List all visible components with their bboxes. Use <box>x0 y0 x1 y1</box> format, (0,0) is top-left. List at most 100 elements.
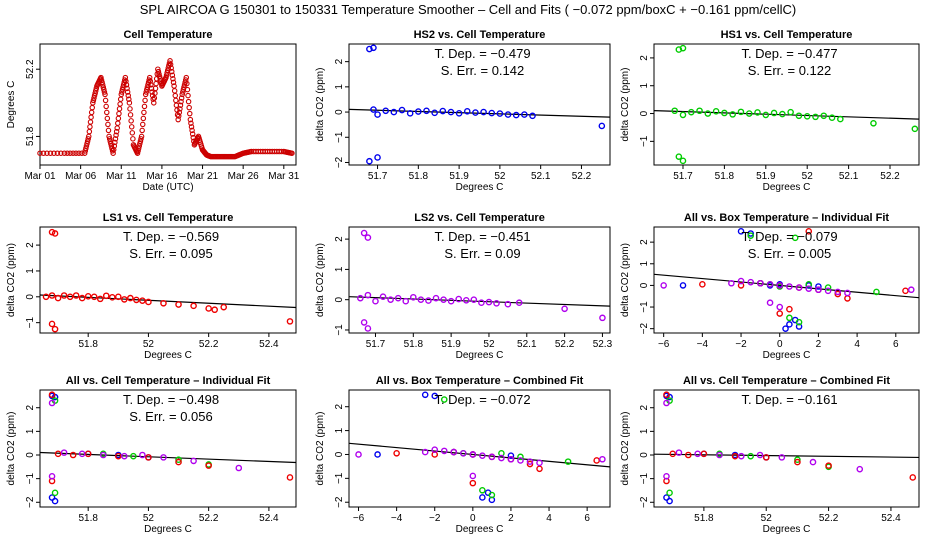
x-tick-label: 51.9 <box>756 171 776 182</box>
data-point-hs1 <box>675 153 683 160</box>
data-point-hs2 <box>455 110 463 117</box>
data-point-ls2 <box>504 300 512 308</box>
data-point-ls1 <box>127 294 134 302</box>
data-point-hs1 <box>687 108 695 116</box>
x-tick-label: 51.8 <box>409 171 429 182</box>
data-point-ls1 <box>762 454 770 461</box>
panel-2: HS2 vs. Cell Temperature 51.7 51.8 51.9 52 52… <box>315 29 611 193</box>
data-point <box>189 127 195 134</box>
data-point-ls1 <box>731 452 739 460</box>
data-point-ls2 <box>844 289 851 297</box>
data-point-hs1 <box>696 107 703 115</box>
y-tick-label: 2 <box>639 405 650 411</box>
data-point-ls2 <box>766 299 774 307</box>
data-point <box>141 109 147 116</box>
data-point-ls2 <box>663 472 670 480</box>
y-axis-label: delta CO2 (ppm) <box>6 243 17 317</box>
data-point-ls1 <box>205 305 212 312</box>
y-tick-label: 2 <box>25 405 36 411</box>
data-point-ls2 <box>766 281 774 288</box>
fit-annotation: T. Dep. = −0.072 <box>434 392 530 407</box>
data-point-ls1 <box>108 294 116 301</box>
data-point-ls2 <box>479 452 486 459</box>
data-point-ls2 <box>498 454 505 462</box>
data-point-ls2 <box>809 458 817 466</box>
data-point <box>178 98 184 105</box>
data-point <box>106 133 112 140</box>
data-point <box>143 89 149 95</box>
data-point-hs1 <box>795 112 803 120</box>
data-point <box>177 102 184 108</box>
data-point-ls1 <box>90 293 98 301</box>
data-point-ls1 <box>96 295 104 303</box>
y-tick-label: −1 <box>639 135 650 147</box>
x-tick-label: −2 <box>735 339 747 350</box>
data-point <box>173 97 179 104</box>
x-tick-label: 0 <box>777 339 783 350</box>
data-point-ls1 <box>78 294 86 302</box>
data-point-ls2 <box>379 293 387 300</box>
data-point-hs2 <box>374 451 381 458</box>
data-point-ls2 <box>663 399 670 407</box>
x-tick-label: Mar 31 <box>268 171 300 182</box>
x-tick-label: 52.2 <box>199 339 219 350</box>
data-point <box>135 145 142 152</box>
data-point-hs1 <box>666 489 673 497</box>
data-point <box>61 150 68 156</box>
data-point <box>118 91 125 98</box>
panel-8: All vs. Box Temperature – Combined Fit −6… <box>315 375 611 535</box>
data-point-hs1 <box>704 110 712 117</box>
data-point-ls2 <box>364 291 372 299</box>
data-point-hs2 <box>447 108 455 116</box>
data-point <box>86 128 93 135</box>
data-point-ls2 <box>907 286 915 294</box>
data-point-ls2 <box>469 451 477 458</box>
data-point-ls2 <box>139 451 146 459</box>
y-tick-label: 1 <box>639 428 650 434</box>
y-tick-label: −1 <box>25 317 36 329</box>
data-point-ls1 <box>909 474 917 481</box>
data-point <box>142 91 149 98</box>
data-point <box>87 124 93 130</box>
y-tick-label: −2 <box>334 156 345 168</box>
y-tick-label: −1 <box>25 472 36 484</box>
data-point <box>123 78 129 84</box>
data-point-ls2 <box>776 303 784 311</box>
data-point <box>183 74 190 81</box>
data-point-ls1 <box>834 290 842 298</box>
data-point-ls2 <box>716 451 723 459</box>
data-point <box>146 74 153 81</box>
data-point <box>119 89 125 95</box>
x-axis-label: Degrees C <box>763 182 811 193</box>
panel-9: All vs. Cell Temperature – Combined Fit 5… <box>620 375 920 535</box>
data-point-ls2 <box>421 448 429 456</box>
data-point-hs1 <box>737 108 745 116</box>
x-tick-label: 51.7 <box>673 171 693 182</box>
data-point-hs2 <box>398 106 406 114</box>
panel-6: All vs. Box Temperature – Individual Fit… <box>620 212 920 361</box>
data-point-ls1 <box>115 293 122 301</box>
data-point-hs2 <box>374 111 381 118</box>
data-point <box>148 82 154 88</box>
fit-annotation: S. Err. = 0.056 <box>129 409 212 424</box>
data-point <box>147 78 154 84</box>
data-point <box>187 110 193 117</box>
data-point-ls1 <box>145 454 152 461</box>
data-point-ls1 <box>133 296 140 304</box>
data-point-ls1 <box>66 293 74 301</box>
data-point <box>92 90 98 96</box>
panel-title: All vs. Box Temperature – Combined Fit <box>376 375 584 387</box>
data-point-ls2 <box>493 300 500 307</box>
data-point-ls1 <box>69 451 77 459</box>
x-tick-label: −2 <box>429 513 441 524</box>
x-tick-label: 52.2 <box>572 171 592 182</box>
data-point-ls2 <box>447 297 455 305</box>
y-tick-label: 2 <box>25 242 36 248</box>
data-point <box>166 60 173 66</box>
data-point-ls1 <box>102 292 110 300</box>
data-point <box>123 82 130 88</box>
data-point-ls2 <box>776 282 784 289</box>
data-point-hs1 <box>791 234 799 242</box>
data-point-ls2 <box>834 288 842 296</box>
data-point-hs1 <box>51 489 59 497</box>
